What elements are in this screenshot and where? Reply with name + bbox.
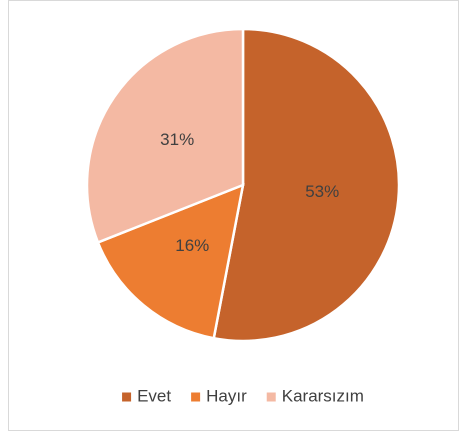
data-label: 16% [175, 236, 209, 255]
pie-slice [85, 27, 245, 245]
pie-slice [212, 27, 401, 343]
legend-marker [191, 392, 201, 402]
data-label: 31% [160, 130, 194, 149]
legend-marker [122, 392, 132, 402]
legend-marker [266, 392, 276, 402]
legend-label: Evet [137, 386, 171, 405]
legend-label: Kararsızım [282, 386, 364, 405]
data-label: 53% [305, 182, 339, 201]
legend-label: Hayır [206, 386, 247, 405]
pie-slice [96, 183, 245, 340]
